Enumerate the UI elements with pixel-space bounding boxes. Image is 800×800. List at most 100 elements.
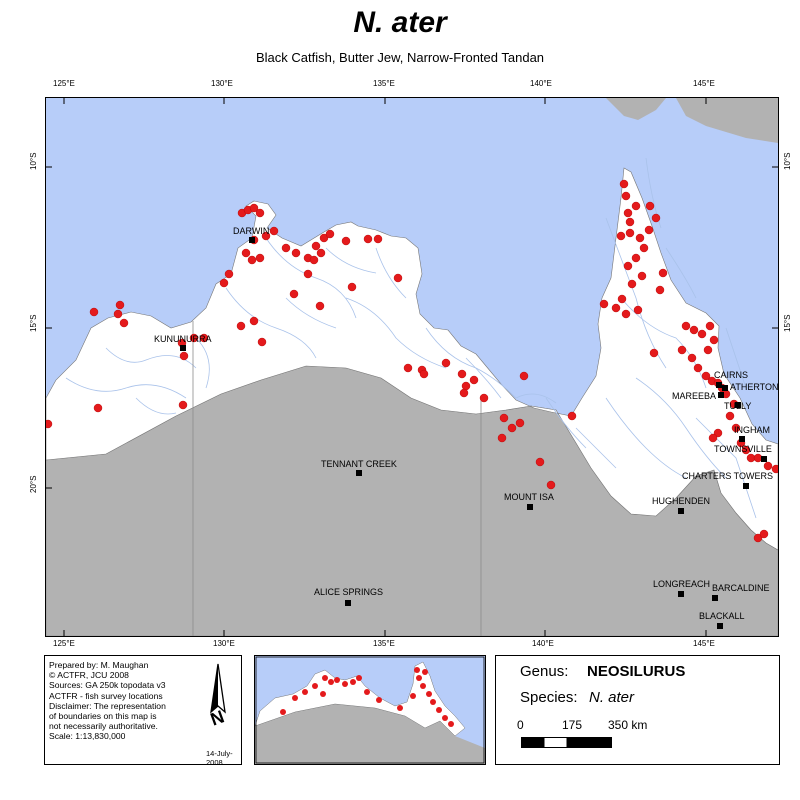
lat-label-15: 15°S: [29, 314, 38, 332]
record-point: [479, 393, 489, 403]
record-point: [693, 363, 703, 373]
town-label-longreach: LONGREACH: [653, 579, 711, 589]
town-marker-alice-springs: [345, 600, 351, 606]
record-point: [316, 248, 326, 258]
town-label-atherton: ATHERTON: [730, 382, 779, 392]
record-point: [625, 228, 635, 238]
record-point: [625, 217, 635, 227]
inset-record: [410, 693, 416, 699]
lon-label-125-bottom: 125°E: [53, 639, 75, 648]
inset-map-canvas: [255, 656, 485, 764]
record-point: [631, 253, 641, 263]
genus-label: Genus:: [520, 663, 569, 680]
record-point: [644, 225, 654, 235]
inset-record: [320, 691, 326, 697]
town-label-darwin: DARWIN: [233, 226, 270, 236]
record-point: [731, 423, 741, 433]
record-point: [249, 203, 259, 213]
town-marker-mount-isa: [527, 504, 533, 510]
credits-line: Disclaimer: The representation: [49, 700, 166, 711]
inset-record: [397, 705, 403, 711]
record-point: [687, 353, 697, 363]
record-point: [725, 411, 735, 421]
main-map[interactable]: DARWIN KUNUNURRA TENNANT CREEK MOUNT ISA…: [45, 97, 779, 637]
record-point: [771, 464, 778, 474]
inset-record: [280, 709, 286, 715]
scale-label-0: 0: [517, 718, 524, 732]
town-label-mareeba: MAREEBA: [672, 391, 717, 401]
town-marker-darwin: [249, 237, 255, 243]
record-point: [651, 213, 661, 223]
town-marker-atherton: [722, 385, 728, 391]
record-point: [515, 418, 525, 428]
record-point: [499, 413, 509, 423]
record-point: [623, 261, 633, 271]
record-point: [681, 321, 691, 331]
state-border: [192, 321, 482, 636]
record-point: [119, 318, 129, 328]
record-point: [546, 480, 556, 490]
record-point: [315, 301, 325, 311]
record-point: [649, 348, 659, 358]
town-marker-tully: [735, 402, 741, 408]
record-point: [689, 325, 699, 335]
record-point: [373, 234, 383, 244]
town-label-blackall: BLACKALL: [699, 611, 745, 621]
record-point: [363, 234, 373, 244]
record-point: [189, 333, 199, 343]
record-point: [319, 233, 329, 243]
town-markers: [180, 237, 767, 629]
record-point: [599, 299, 609, 309]
town-label-charters-towers: CHARTERS TOWERS: [682, 471, 774, 481]
lat-label-10-right: 10°S: [783, 152, 792, 170]
town-label-ingham: INGHAM: [734, 425, 770, 435]
lon-label-140: 140°E: [530, 79, 552, 88]
town-label-tennant-creek: TENNANT CREEK: [321, 459, 397, 469]
record-point: [535, 457, 545, 467]
lon-label-145: 145°E: [693, 79, 715, 88]
record-point: [713, 428, 723, 438]
map-canvas: [46, 98, 778, 636]
record-point: [697, 329, 707, 339]
town-marker-cairns: [716, 382, 722, 388]
record-point: [269, 226, 279, 236]
town-label-mount-isa: MOUNT ISA: [504, 492, 554, 502]
inset-record: [436, 707, 442, 713]
scale-label-175: 175: [562, 718, 583, 732]
town-marker-barcaldine: [712, 595, 718, 601]
record-point: [457, 369, 467, 379]
top-coast-land: [606, 98, 666, 120]
record-point: [219, 278, 229, 288]
town-marker-kununurra: [180, 345, 186, 351]
record-point: [311, 241, 321, 251]
inset-record: [312, 683, 318, 689]
legend-panel: Genus: NEOSILURUS Species: N. ater 0 175…: [495, 655, 780, 765]
lat-label-15-right: 15°S: [783, 314, 792, 332]
town-label-alice-springs: ALICE SPRINGS: [314, 587, 384, 597]
lon-label-135-bottom: 135°E: [373, 639, 395, 648]
credits-line: © ACTFR, JCU 2008: [49, 670, 129, 681]
record-point: [703, 345, 713, 355]
record-point: [753, 453, 763, 463]
record-point: [241, 248, 251, 258]
scale-bar: [521, 737, 612, 748]
town-marker-charters-towers: [743, 483, 749, 489]
credits-line: not necessarily authoritative.: [49, 721, 158, 732]
inset-record: [356, 675, 362, 681]
record-point: [113, 309, 123, 319]
record-point: [291, 248, 301, 258]
inset-record: [430, 699, 436, 705]
record-point: [309, 255, 319, 265]
record-point: [617, 294, 627, 304]
record-point: [115, 300, 125, 310]
credits-line: of boundaries on this map is: [49, 711, 157, 722]
record-point: [303, 269, 313, 279]
record-point: [255, 208, 265, 218]
record-point: [199, 333, 209, 343]
record-point: [746, 453, 756, 463]
town-marker-blackall: [717, 623, 723, 629]
inset-record: [420, 683, 426, 689]
record-point: [639, 243, 649, 253]
scale-label-350: 350 km: [608, 718, 648, 732]
record-point: [567, 411, 577, 421]
